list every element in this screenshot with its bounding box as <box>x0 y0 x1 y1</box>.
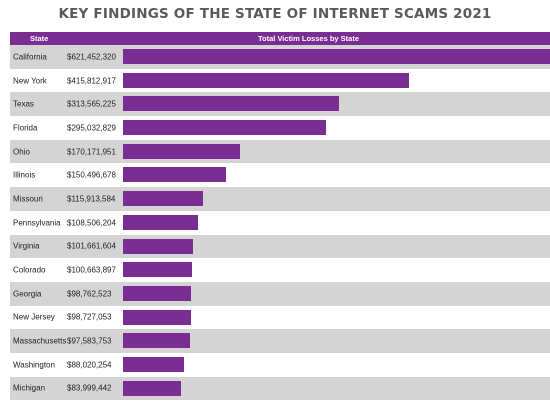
loss-amount-label: $101,661,604 <box>67 241 116 251</box>
table-row: Michigan $83,999,442 <box>10 376 550 401</box>
loss-amount-label: $313,565,225 <box>67 99 116 109</box>
state-label: Colorado <box>13 265 46 275</box>
state-column-header: State <box>30 34 49 43</box>
table-row: Ohio $170,171,951 <box>10 139 550 164</box>
loss-amount-label: $170,171,951 <box>67 147 116 157</box>
state-label: Florida <box>13 123 38 133</box>
loss-amount-label: $97,583,753 <box>67 336 112 346</box>
loss-bar <box>123 96 339 112</box>
loss-amount-label: $150,496,678 <box>67 170 116 180</box>
table-row: Georgia $98,762,523 <box>10 281 550 306</box>
state-label: Georgia <box>13 289 42 299</box>
table-row: New Jersey $98,727,053 <box>10 305 550 330</box>
table-row: Illinois $150,496,678 <box>10 163 550 188</box>
table-row: Texas $313,565,225 <box>10 92 550 117</box>
state-label: California <box>13 52 47 62</box>
loss-bar <box>123 120 326 136</box>
state-label: Illinois <box>13 170 36 180</box>
state-label: Texas <box>13 99 34 109</box>
state-label: New York <box>13 76 47 86</box>
state-label: Virginia <box>13 241 40 251</box>
loss-amount-label: $88,020,254 <box>67 360 112 370</box>
table-row: Washington $88,020,254 <box>10 352 550 377</box>
loss-amount-label: $115,913,584 <box>67 194 116 204</box>
loss-amount-label: $83,999,442 <box>67 383 112 393</box>
state-label: Missouri <box>13 194 43 204</box>
chart-rows: California $621,452,320 New York $415,812,9… <box>10 45 550 401</box>
table-row: Missouri $115,913,584 <box>10 187 550 211</box>
loss-amount-label: $108,506,204 <box>67 218 116 228</box>
table-header: State Total Victim Losses by State <box>10 32 550 45</box>
loss-amount-label: $98,727,053 <box>67 312 112 322</box>
state-label: Pennsylvania <box>13 218 61 228</box>
table-row: New York $415,812,917 <box>10 68 550 93</box>
table-row: Colorado $100,663,897 <box>10 258 550 282</box>
loss-bar <box>123 72 409 88</box>
chart-title: KEY FINDINGS OF THE STATE OF INTERNET SC… <box>58 6 492 22</box>
table-row: California $621,452,320 <box>10 45 550 69</box>
loss-amount-label: $621,452,320 <box>67 52 116 62</box>
state-label: New Jersey <box>13 312 55 322</box>
state-label: Michigan <box>13 383 46 393</box>
loss-amount-label: $295,032,829 <box>67 123 116 133</box>
loss-bar <box>123 309 191 325</box>
loss-amount-label: $415,812,917 <box>67 76 116 86</box>
loss-bar <box>123 356 184 372</box>
loss-amount-label: $98,762,523 <box>67 289 112 299</box>
loss-bar <box>123 285 191 301</box>
loss-bar <box>123 262 193 278</box>
loss-bar <box>123 214 198 230</box>
loss-bar <box>123 143 240 159</box>
loss-bar <box>123 49 550 64</box>
loss-bar <box>123 238 193 254</box>
table-row: Virginia $101,661,604 <box>10 234 550 259</box>
table-row: Pennsylvania $108,506,204 <box>10 210 550 235</box>
loss-bar <box>123 167 227 183</box>
loss-bar <box>123 191 203 207</box>
table-row: Massachusetts $97,583,753 <box>10 329 550 353</box>
loss-amount-label: $100,663,897 <box>67 265 116 275</box>
state-label: Massachusetts <box>13 336 67 346</box>
state-label: Ohio <box>13 147 30 157</box>
table-row: Florida $295,032,829 <box>10 116 550 140</box>
loss-bar <box>123 380 181 396</box>
losses-column-header: Total Victim Losses by State <box>258 34 360 43</box>
loss-bar <box>123 333 190 349</box>
state-label: Washington <box>13 360 55 370</box>
